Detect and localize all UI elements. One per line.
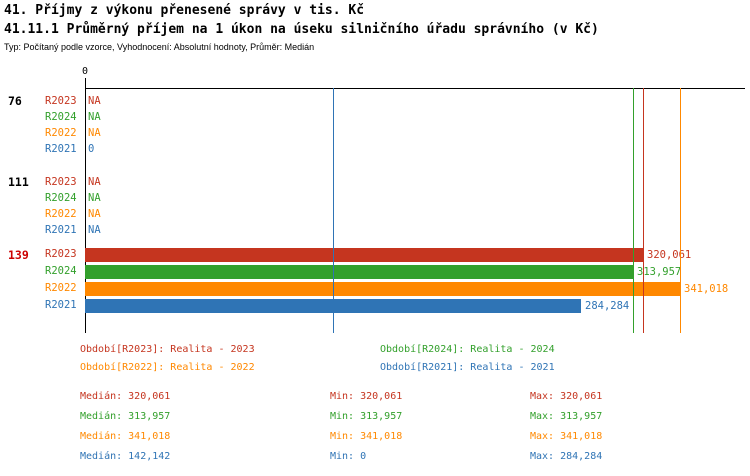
series-row-label: R2022 — [45, 127, 77, 139]
legend-item: Období[R2022]: Realita - 2022 — [80, 362, 255, 373]
series-row-label: R2022 — [45, 282, 77, 294]
stat-min: Min: 313,957 — [330, 411, 403, 422]
x-axis-top-line — [85, 88, 745, 89]
group-id-label: 111 — [8, 175, 29, 189]
stat-median: Medián: 341,018 — [80, 431, 171, 442]
series-row-label: R2024 — [45, 111, 77, 123]
row-value-text: NA — [88, 176, 101, 188]
stat-max: Max: 341,018 — [530, 431, 603, 442]
row-value-text: NA — [88, 111, 101, 123]
stat-max: Max: 320,061 — [530, 391, 603, 402]
bar — [85, 265, 633, 279]
row-value-text: NA — [88, 224, 101, 236]
stat-max: Max: 313,957 — [530, 411, 603, 422]
median-line — [333, 88, 334, 333]
bar-value-label: 341,018 — [684, 283, 729, 295]
bar — [85, 248, 643, 262]
bar-value-label: 284,284 — [585, 300, 630, 312]
median-line — [633, 88, 634, 333]
legend-item: Období[R2021]: Realita - 2021 — [380, 362, 555, 373]
group-id-label: 139 — [8, 248, 29, 262]
stat-median: Medián: 142,142 — [80, 451, 171, 462]
series-row-label: R2023 — [45, 95, 77, 107]
series-row-label: R2021 — [45, 299, 77, 311]
legend-item: Období[R2024]: Realita - 2024 — [380, 344, 555, 355]
row-value-text: NA — [88, 208, 101, 220]
bar-value-label: 313,957 — [637, 266, 682, 278]
row-value-text: NA — [88, 95, 101, 107]
stat-median: Medián: 313,957 — [80, 411, 171, 422]
x-axis-zero-label: 0 — [82, 66, 89, 77]
series-row-label: R2021 — [45, 143, 77, 155]
group-id-label: 76 — [8, 94, 22, 108]
stat-min: Min: 0 — [330, 451, 367, 462]
row-value-text: NA — [88, 192, 101, 204]
series-row-label: R2024 — [45, 192, 77, 204]
stat-median: Medián: 320,061 — [80, 391, 171, 402]
stat-max: Max: 284,284 — [530, 451, 603, 462]
y-axis-line — [85, 78, 86, 333]
row-value-text: NA — [88, 127, 101, 139]
indicator-title: 41.11.1 Průměrný příjem na 1 úkon na úse… — [4, 22, 599, 37]
legend-item: Období[R2023]: Realita - 2023 — [80, 344, 255, 355]
series-row-label: R2023 — [45, 248, 77, 260]
series-row-label: R2022 — [45, 208, 77, 220]
series-row-label: R2024 — [45, 265, 77, 277]
stat-min: Min: 320,061 — [330, 391, 403, 402]
bar — [85, 282, 680, 296]
median-line — [680, 88, 681, 333]
stat-min: Min: 341,018 — [330, 431, 403, 442]
median-line — [643, 88, 644, 333]
row-value-text: 0 — [88, 143, 95, 155]
series-row-label: R2023 — [45, 176, 77, 188]
report-title: 41. Příjmy z výkonu přenesené správy v t… — [4, 3, 365, 18]
series-row-label: R2021 — [45, 224, 77, 236]
chart-settings-line: Typ: Počítaný podle vzorce, Vyhodnocení:… — [4, 42, 315, 52]
